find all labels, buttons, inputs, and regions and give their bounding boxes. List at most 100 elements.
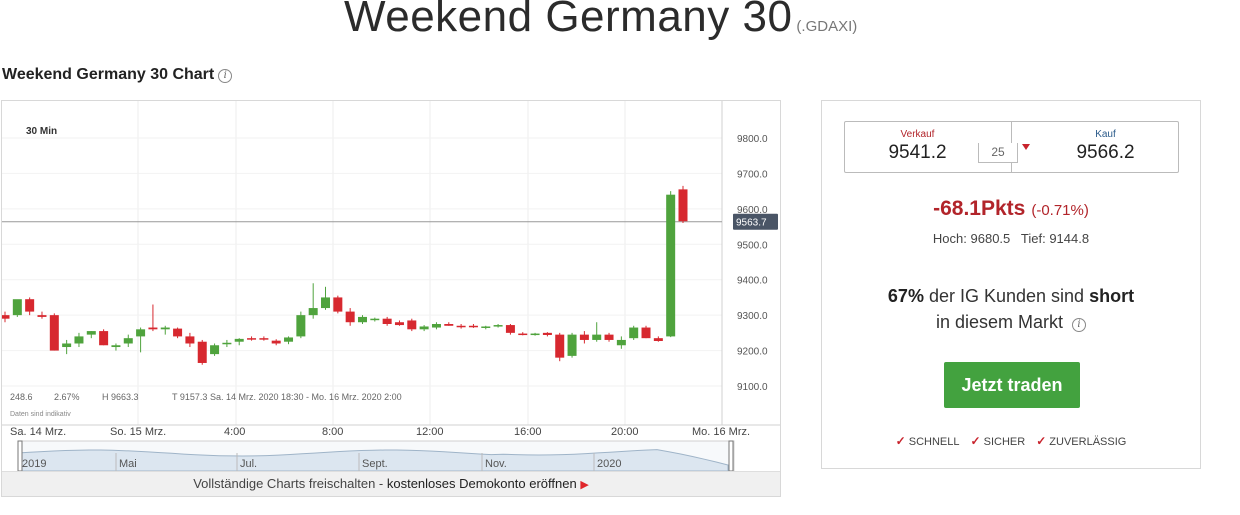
- sentiment-text-2: in diesem Markt: [935, 312, 1064, 332]
- candle-body: [530, 333, 540, 336]
- candle-body: [259, 338, 269, 340]
- buy-price-button[interactable]: Kauf 9566.2: [1033, 122, 1178, 172]
- feature-label: SCHNELL: [908, 436, 960, 448]
- overview-label: 2019: [22, 458, 46, 470]
- candle-body: [86, 331, 96, 335]
- feature-item: ✓ SICHER: [970, 434, 1026, 448]
- low-value: 9144.8: [1049, 231, 1090, 246]
- x-tick-label: Sa. 14 Mrz.: [10, 426, 66, 438]
- candle-body: [136, 329, 146, 337]
- candle-body: [542, 332, 552, 335]
- demo-account-link[interactable]: kostenloses Demokonto eröffnen: [386, 476, 577, 491]
- candle-body: [222, 342, 232, 345]
- high-value: 9680.5: [970, 231, 1011, 246]
- high-label: Hoch:: [932, 231, 967, 246]
- candle-body: [653, 338, 663, 342]
- candle-body: [505, 325, 515, 333]
- y-tick-label: 9600.0: [737, 205, 768, 216]
- x-tick-label: So. 15 Mrz.: [110, 426, 166, 438]
- y-tick-label: 9100.0: [737, 382, 768, 393]
- candle-body: [345, 311, 355, 323]
- chart-info-text: T 9157.3: [172, 392, 207, 402]
- candle-body: [111, 345, 121, 348]
- current-price-badge: [733, 213, 778, 230]
- unlock-charts-bar[interactable]: Vollständige Charts freischalten - koste…: [2, 471, 780, 496]
- sell-label: Verkauf: [900, 129, 935, 140]
- candle-body: [37, 315, 47, 317]
- unlock-text: Vollständige Charts freischalten -: [193, 476, 387, 491]
- overview-label: Nov.: [485, 458, 507, 470]
- feature-label: ZUVERLÄSSIG: [1049, 436, 1127, 448]
- trade-now-button[interactable]: Jetzt traden: [944, 362, 1080, 408]
- candle-body: [296, 315, 306, 337]
- candle-body: [666, 194, 676, 337]
- candle-body: [62, 343, 72, 348]
- candle-body: [123, 338, 133, 344]
- interval-label: 30 Min: [26, 126, 57, 137]
- y-tick-label: 9700.0: [737, 169, 768, 180]
- x-tick-label: 8:00: [322, 426, 343, 438]
- instrument-code: (.GDAXI): [796, 18, 858, 35]
- overview-label: 2020: [597, 458, 621, 470]
- overview-handle: [17, 440, 23, 471]
- candle-body: [148, 327, 158, 330]
- price-chart[interactable]: 9100.0 9200.0 9300.0 9400.0 9500.0 9600.0 9700…: [2, 101, 780, 471]
- y-tick-label: 9300.0: [737, 311, 768, 322]
- chart-heading: Weekend Germany 30 Chart i: [2, 66, 233, 84]
- y-tick-label: 9500.0: [737, 240, 768, 251]
- arrow-right-icon: ▶: [580, 479, 589, 491]
- candle-body: [12, 299, 22, 316]
- overview-label: Mai: [119, 458, 137, 470]
- sell-price: 9541.2: [888, 142, 947, 163]
- change-percent: (-0.71%): [1031, 202, 1089, 219]
- overview-area: [17, 449, 729, 471]
- data-disclaimer: Daten sind indikativ: [10, 411, 71, 418]
- price-box: Verkauf 9541.2 Kauf 9566.2: [844, 121, 1179, 173]
- price-change: -68.1Pkts (-0.71%): [822, 197, 1200, 221]
- check-icon: ✓: [895, 434, 906, 448]
- x-tick-label: Mo. 16 Mrz.: [692, 426, 750, 438]
- candle-body: [616, 339, 626, 346]
- candle-body: [641, 327, 651, 339]
- chart-heading-text: Weekend Germany 30 Chart: [2, 66, 215, 83]
- candle-body: [567, 334, 577, 356]
- caret-down-icon: [1022, 144, 1030, 150]
- candle-body: [468, 325, 478, 328]
- candle-body: [481, 326, 491, 328]
- feature-label: SICHER: [983, 436, 1026, 448]
- candle-body: [49, 315, 59, 351]
- candle-body: [394, 322, 404, 326]
- y-tick-label: 9800.0: [737, 134, 768, 145]
- x-tick-label: 12:00: [416, 426, 444, 438]
- current-price-label: 9563.7: [736, 218, 767, 229]
- change-points: -68.1Pkts: [933, 197, 1026, 220]
- candle-body: [407, 320, 417, 330]
- candle-body: [604, 334, 614, 340]
- candle-body: [333, 297, 343, 312]
- candle-body: [247, 338, 257, 340]
- info-icon[interactable]: i: [218, 69, 233, 83]
- candle-body: [419, 326, 429, 330]
- sentiment-text: der IG Kunden sind: [923, 286, 1090, 306]
- candle-body: [431, 324, 441, 328]
- x-tick-label: 20:00: [611, 426, 639, 438]
- candle-body: [173, 328, 183, 337]
- chart-info-text: 2.67%: [54, 392, 80, 402]
- chart-info-text: Sa. 14 Mrz. 2020 18:30 - Mo. 16 Mrz. 202…: [210, 392, 402, 402]
- check-icon: ✓: [970, 434, 981, 448]
- sell-price-button[interactable]: Verkauf 9541.2: [845, 122, 990, 172]
- spread-value: 25: [978, 143, 1018, 163]
- candle-body: [444, 324, 454, 326]
- y-tick-label: 9400.0: [737, 276, 768, 287]
- feature-list: ✓ SCHNELL ✓ SICHER ✓ ZUVERLÄSSIG: [822, 434, 1200, 448]
- candle-body: [284, 337, 294, 342]
- overview-handle: [728, 440, 734, 471]
- candle-body: [2, 315, 10, 319]
- candle-body: [456, 325, 466, 328]
- candle-body: [678, 189, 688, 222]
- candle-body: [370, 318, 380, 321]
- candle-body: [160, 327, 170, 330]
- candle-body: [357, 316, 367, 323]
- info-icon[interactable]: i: [1072, 318, 1087, 332]
- page-title: Weekend Germany 30 (.GDAXI): [344, 0, 857, 42]
